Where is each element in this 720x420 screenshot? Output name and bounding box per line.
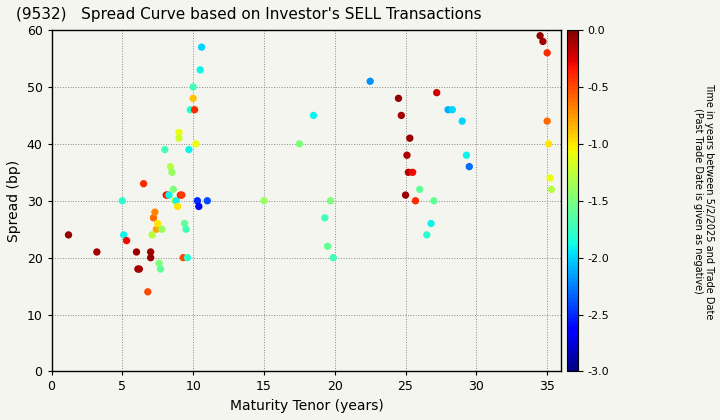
Point	[189, 106, 200, 113]
Point	[322, 243, 333, 249]
Y-axis label: Time in years between 5/2/2025 and Trade Date
(Past Trade Date is given as negat: Time in years between 5/2/2025 and Trade…	[693, 83, 714, 319]
Point	[426, 220, 437, 227]
Point	[414, 186, 426, 193]
Point	[155, 266, 166, 273]
Point	[138, 180, 149, 187]
Point	[461, 152, 472, 159]
Point	[392, 95, 404, 102]
Point	[169, 197, 181, 204]
Point	[152, 220, 163, 227]
Point	[456, 118, 468, 124]
Point	[134, 266, 145, 273]
Point	[202, 197, 213, 204]
Point	[194, 66, 206, 73]
Point	[294, 141, 305, 147]
Point	[464, 163, 475, 170]
Point	[161, 192, 172, 198]
Point	[91, 249, 103, 255]
Point	[150, 226, 162, 233]
Point	[148, 215, 159, 221]
Point	[401, 152, 413, 159]
Point	[145, 254, 156, 261]
Point	[258, 197, 270, 204]
Point	[159, 146, 171, 153]
Point	[171, 197, 182, 204]
Point	[172, 203, 184, 210]
Point	[196, 44, 207, 50]
Point	[117, 197, 128, 204]
Point	[149, 209, 161, 215]
Point	[142, 289, 153, 295]
Point	[162, 192, 174, 198]
Y-axis label: Spread (bp): Spread (bp)	[7, 160, 21, 242]
Point	[176, 192, 188, 198]
Point	[156, 226, 168, 233]
X-axis label: Maturity Tenor (years): Maturity Tenor (years)	[230, 399, 383, 413]
Point	[175, 192, 186, 198]
Point	[400, 192, 411, 198]
Point	[187, 84, 199, 90]
Point	[192, 197, 203, 204]
Point	[168, 186, 179, 193]
Point	[153, 260, 165, 267]
Point	[319, 215, 330, 221]
Point	[421, 231, 433, 238]
Point	[546, 186, 557, 193]
Point	[166, 169, 178, 176]
Point	[193, 203, 204, 210]
Point	[442, 106, 454, 113]
Point	[131, 249, 143, 255]
Point	[541, 118, 553, 124]
Point	[165, 163, 176, 170]
Point	[184, 106, 196, 113]
Point	[132, 266, 144, 273]
Point	[446, 106, 458, 113]
Point	[181, 254, 193, 261]
Point	[307, 112, 319, 119]
Point	[407, 169, 418, 176]
Point	[543, 141, 554, 147]
Point	[121, 237, 132, 244]
Point	[146, 231, 158, 238]
Point	[537, 38, 549, 45]
Point	[544, 175, 556, 181]
Point	[328, 254, 339, 261]
Point	[163, 192, 175, 198]
Point	[534, 32, 546, 39]
Point	[541, 50, 553, 56]
Point	[177, 254, 189, 261]
Point	[395, 112, 407, 119]
Point	[364, 78, 376, 84]
Point	[145, 249, 156, 255]
Point	[187, 95, 199, 102]
Text: (9532)   Spread Curve based on Investor's SELL Transactions: (9532) Spread Curve based on Investor's …	[16, 7, 482, 22]
Point	[174, 135, 185, 142]
Point	[404, 135, 415, 142]
Point	[118, 231, 130, 238]
Point	[410, 197, 421, 204]
Point	[325, 197, 336, 204]
Point	[402, 169, 414, 176]
Point	[431, 89, 443, 96]
Point	[183, 146, 194, 153]
Point	[190, 141, 202, 147]
Point	[179, 220, 190, 227]
Point	[174, 129, 185, 136]
Point	[180, 226, 192, 233]
Point	[428, 197, 440, 204]
Point	[63, 231, 74, 238]
